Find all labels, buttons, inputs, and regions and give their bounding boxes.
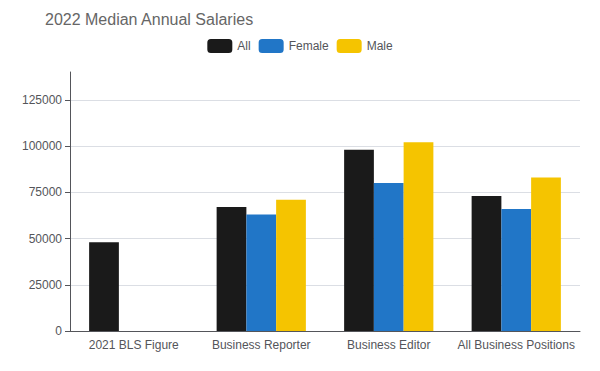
svg-text:100000: 100000 [22, 139, 62, 153]
svg-text:125000: 125000 [22, 93, 62, 107]
svg-text:2021 BLS Figure: 2021 BLS Figure [89, 338, 179, 352]
svg-text:50000: 50000 [29, 232, 63, 246]
svg-text:2022 Median Annual Salaries: 2022 Median Annual Salaries [45, 11, 253, 28]
svg-text:25000: 25000 [29, 278, 63, 292]
svg-text:Male: Male [367, 39, 393, 53]
svg-text:0: 0 [55, 324, 62, 338]
svg-text:All Business Positions: All Business Positions [458, 338, 575, 352]
svg-text:75000: 75000 [29, 185, 63, 199]
svg-text:Business Editor: Business Editor [347, 338, 430, 352]
svg-text:All: All [237, 39, 250, 53]
svg-text:Female: Female [289, 39, 329, 53]
svg-text:Business Reporter: Business Reporter [212, 338, 311, 352]
